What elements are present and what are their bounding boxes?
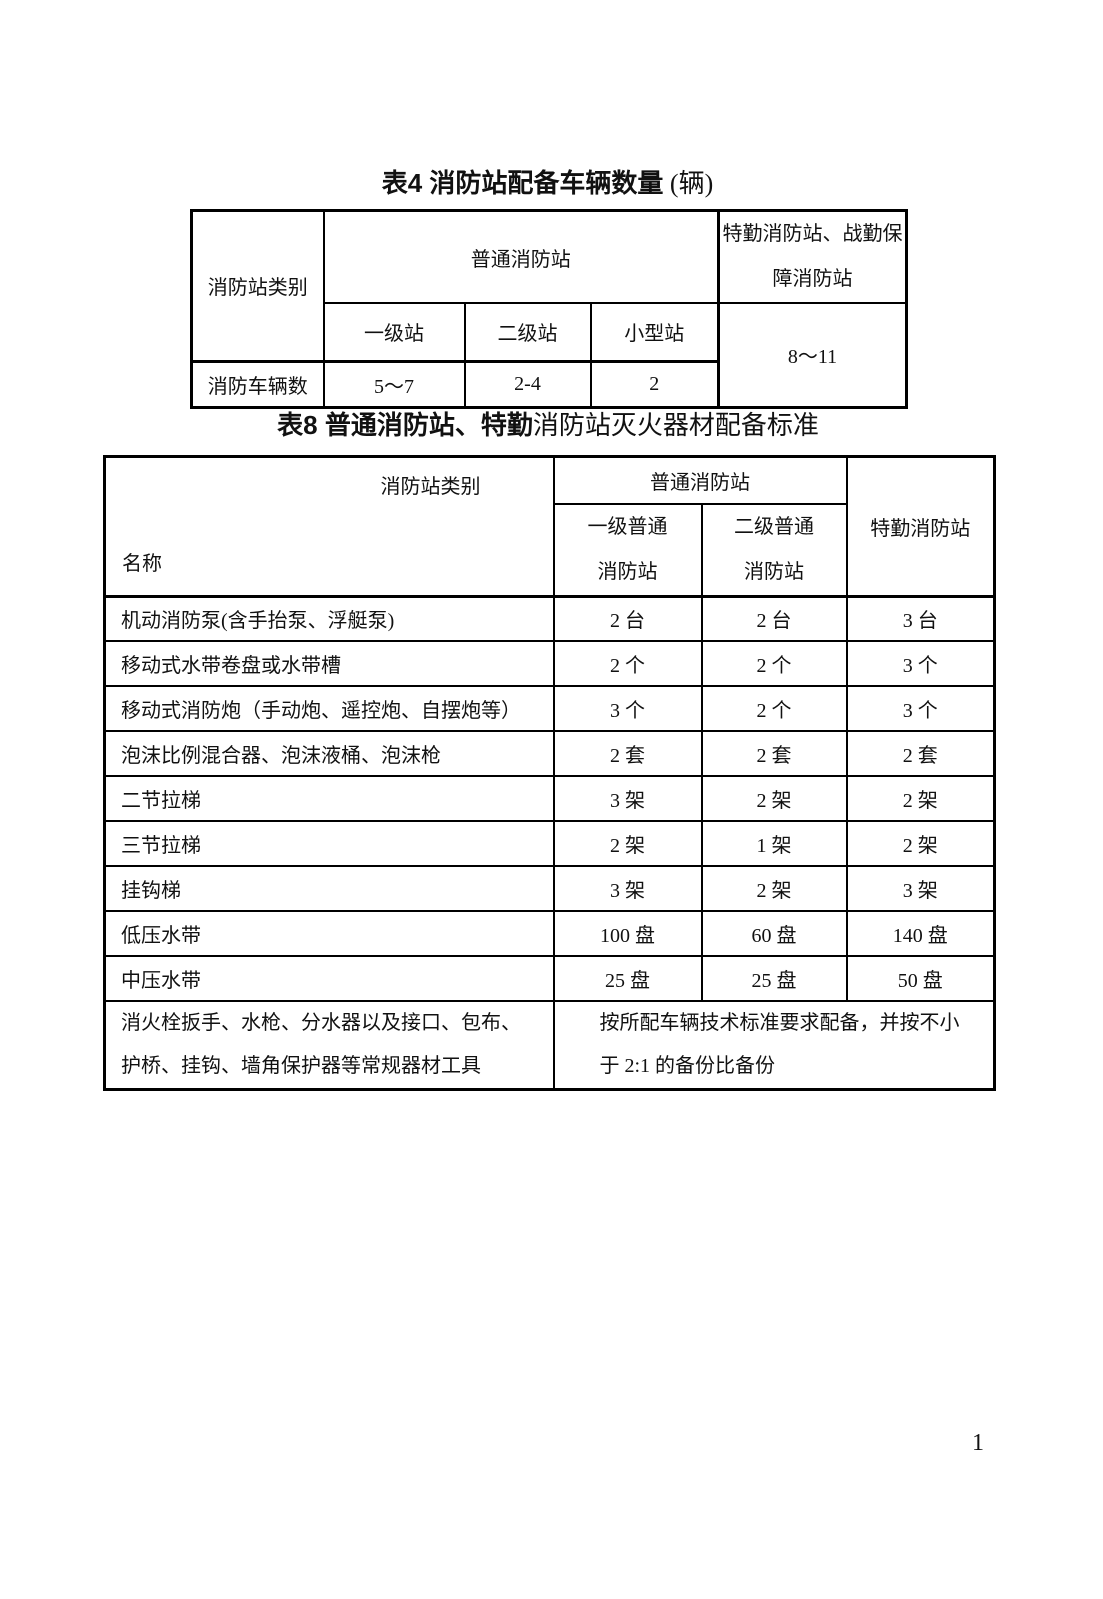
table8-subheader-grade2: 二级普通消防站 [700, 502, 848, 598]
equipment-qty-special: 3 个 [845, 685, 996, 732]
table-row: 二节拉梯 3 架 2 架 2 架 [103, 775, 996, 822]
page-number: 1 [972, 1430, 984, 1456]
equipment-name: 挂钩梯 [103, 865, 555, 912]
table-row: 中压水带 25 盘 25 盘 50 盘 [103, 955, 996, 1002]
equipment-name: 二节拉梯 [103, 775, 555, 822]
equipment-qty-special: 2 架 [845, 775, 996, 822]
table8-title: 表8 普通消防站、特勤消防站灭火器材配备标准 [103, 406, 993, 445]
table4-value-grade1: 5～7 [322, 360, 466, 408]
equipment-name: 移动式消防炮（手动炮、遥控炮、自摆炮等） [103, 685, 555, 732]
equipment-qty-grade2: 2 架 [700, 775, 848, 822]
equipment-name-footer: 消火栓扳手、水枪、分水器以及接口、包布、护桥、挂钩、墙角保护器等常规器材工具 [103, 1000, 555, 1091]
table-row: 泡沫比例混合器、泡沫液桶、泡沫枪 2 套 2 套 2 套 [103, 730, 996, 777]
equipment-qty-grade2: 25 盘 [700, 955, 848, 1002]
equipment-qty-grade1: 3 架 [552, 865, 703, 912]
table4-title-bold: 表4 消防站配备车辆数量 [381, 168, 664, 198]
table4-subheader-grade2: 二级站 [463, 302, 592, 363]
equipment-qty-grade2: 1 架 [700, 820, 848, 867]
table4-special-value-cell: 8～11 [717, 302, 908, 408]
table8-header-first-box: 消防站类别 名称 [107, 458, 552, 590]
table4-ordinary-group-header: 普通消防站 [322, 209, 720, 304]
equipment-name: 中压水带 [103, 955, 555, 1002]
table4-title-unit: (辆) [663, 169, 714, 198]
equipment-qty-grade2: 2 套 [700, 730, 848, 777]
table8-name-header: 名称 [122, 553, 162, 575]
table-row: 消火栓扳手、水枪、分水器以及接口、包布、护桥、挂钩、墙角保护器等常规器材工具 按… [103, 1000, 996, 1091]
table8-subheader-grade2-label: 二级普通消防站 [734, 515, 814, 583]
equipment-qty-grade2: 2 个 [700, 685, 848, 732]
table-row: 低压水带 100 盘 60 盘 140 盘 [103, 910, 996, 957]
table-row: 挂钩梯 3 架 2 架 3 架 [103, 865, 996, 912]
table8-special-header: 特勤消防站 [845, 455, 996, 598]
table8-ordinary-group-header: 普通消防站 [552, 455, 848, 505]
equipment-qty-special: 3 架 [845, 865, 996, 912]
table4-special-group-label: 特勤消防站、战勤保障消防站 [722, 223, 903, 290]
equipment-qty-grade1: 3 个 [552, 685, 703, 732]
table-row: 三节拉梯 2 架 1 架 2 架 [103, 820, 996, 867]
table8-subheader-grade1: 一级普通消防站 [552, 502, 703, 598]
equipment-qty-grade1: 3 架 [552, 775, 703, 822]
equipment-name: 移动式水带卷盘或水带槽 [103, 640, 555, 687]
equipment-qty-grade1: 2 个 [552, 640, 703, 687]
table8-subheader-grade1-label: 一级普通消防站 [587, 515, 668, 583]
table8-title-serif: 消防站灭火器材配备标准 [532, 411, 819, 440]
table-row: 机动消防泵(含手抬泵、浮艇泵) 2 台 2 台 3 台 [103, 595, 996, 642]
table4-subheader-small: 小型站 [589, 302, 720, 363]
table4-category-header: 消防站类别 [190, 209, 325, 363]
equipment-qty-special: 3 台 [845, 595, 996, 642]
table4-special-group-header: 特勤消防站、战勤保障消防站 [717, 209, 908, 304]
equipment-qty-grade1: 2 台 [552, 595, 703, 642]
table-row: 移动式水带卷盘或水带槽 2 个 2 个 3 个 [103, 640, 996, 687]
table4-value-small: 2 [589, 360, 720, 408]
table4-row-label: 消防车辆数 [190, 360, 325, 408]
table8-category-header: 消防站类别 [380, 476, 481, 498]
table4-title: 表4 消防站配备车辆数量 (辆) [190, 164, 905, 203]
equipment-qty-grade2: 2 架 [700, 865, 848, 912]
table4-subheader-grade1: 一级站 [322, 302, 466, 363]
equipment-qty-grade1: 25 盘 [552, 955, 703, 1002]
table8-title-bold: 表8 普通消防站、特勤 [277, 410, 533, 440]
equipment-qty-grade1: 2 架 [552, 820, 703, 867]
equipment-qty-special: 140 盘 [845, 910, 996, 957]
table-row: 移动式消防炮（手动炮、遥控炮、自摆炮等） 3 个 2 个 3 个 [103, 685, 996, 732]
equipment-qty-special: 2 套 [845, 730, 996, 777]
equipment-qty-grade2: 60 盘 [700, 910, 848, 957]
equipment-name: 三节拉梯 [103, 820, 555, 867]
equipment-qty-grade2: 2 个 [700, 640, 848, 687]
equipment-qty-grade1: 100 盘 [552, 910, 703, 957]
equipment-name: 泡沫比例混合器、泡沫液桶、泡沫枪 [103, 730, 555, 777]
equipment-qty-special: 2 架 [845, 820, 996, 867]
equipment-name: 低压水带 [103, 910, 555, 957]
equipment-qty-grade1: 2 套 [552, 730, 703, 777]
equipment-qty-grade2: 2 台 [700, 595, 848, 642]
table8-equipment-standards: 消防站类别 名称 普通消防站 特勤消防站 一级普通消防站 二级普通消防站 机动消… [103, 455, 996, 1091]
equipment-name: 机动消防泵(含手抬泵、浮艇泵) [103, 595, 555, 642]
equipment-qty-special: 3 个 [845, 640, 996, 687]
table4-vehicle-counts: 消防站类别 普通消防站 特勤消防站、战勤保障消防站 一级站 二级站 小型站 8～… [190, 209, 909, 409]
table8-header-first-cell: 消防站类别 名称 [103, 455, 555, 598]
equipment-qty-special: 50 盘 [845, 955, 996, 1002]
table4-value-grade2: 2-4 [463, 360, 592, 408]
footer-provision-note: 按所配车辆技术标准要求配备，并按不小于 2:1 的备份比备份 [552, 1000, 996, 1091]
